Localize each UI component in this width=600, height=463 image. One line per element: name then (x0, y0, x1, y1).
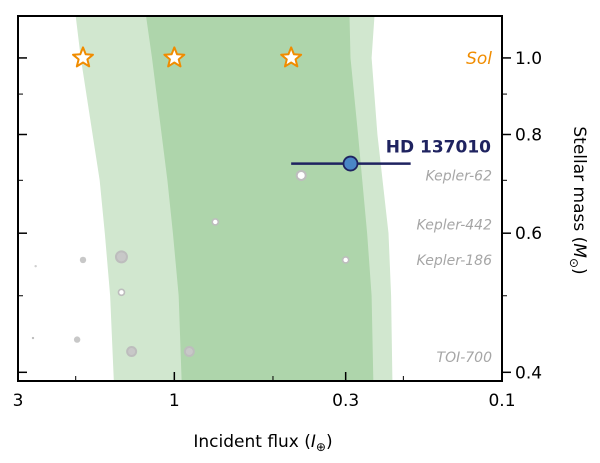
x-tick-label: 0.3 (332, 391, 359, 411)
ticks: 3 1 0.3 0.1 1.0 0.8 0.6 0.4 (13, 49, 542, 411)
labels: Sol HD 137010 Kepler-62 Kepler-442 Kepler-18… (386, 49, 493, 366)
target-label: HD 137010 (386, 138, 491, 158)
planet-marker (126, 346, 138, 358)
sol-star-marker (280, 46, 303, 68)
planet-marker (117, 288, 126, 297)
x-tick-label: 0.1 (488, 391, 515, 411)
sol-label: Sol (466, 49, 492, 69)
y-tick-label: 0.8 (515, 125, 542, 145)
y-tick-label: 0.6 (515, 224, 542, 244)
hz-band-conservative (146, 16, 374, 381)
planet-marker (73, 336, 81, 343)
sol-star-marker (72, 46, 94, 68)
planet-marker (34, 264, 37, 268)
planet-marker (183, 346, 195, 358)
planet-marker (211, 218, 220, 226)
x-axis-label: Incident flux (I⊕) (193, 432, 332, 454)
sol-star-marker (163, 46, 186, 68)
x-tick-label: 1 (169, 391, 180, 411)
planet-label: Kepler-442 (417, 218, 493, 234)
planet-label: TOI-700 (437, 350, 493, 366)
planet-marker (79, 256, 87, 264)
planet-marker (341, 256, 350, 264)
y-tick-label: 1.0 (515, 49, 542, 69)
planet-label: Kepler-62 (425, 168, 492, 184)
planet-marker (31, 336, 35, 340)
planet-marker (295, 169, 307, 181)
y-axis-label: Stellar mass (M⊙) (567, 126, 589, 274)
y-tick-label: 0.4 (515, 363, 542, 383)
plot-frame (17, 15, 503, 382)
planet-label: Kepler-186 (417, 253, 493, 269)
target-marker (342, 155, 359, 172)
habitable-zone-bands (75, 16, 393, 381)
x-tick-label: 3 (13, 391, 24, 411)
markers (31, 46, 359, 358)
planet-marker (114, 250, 128, 264)
